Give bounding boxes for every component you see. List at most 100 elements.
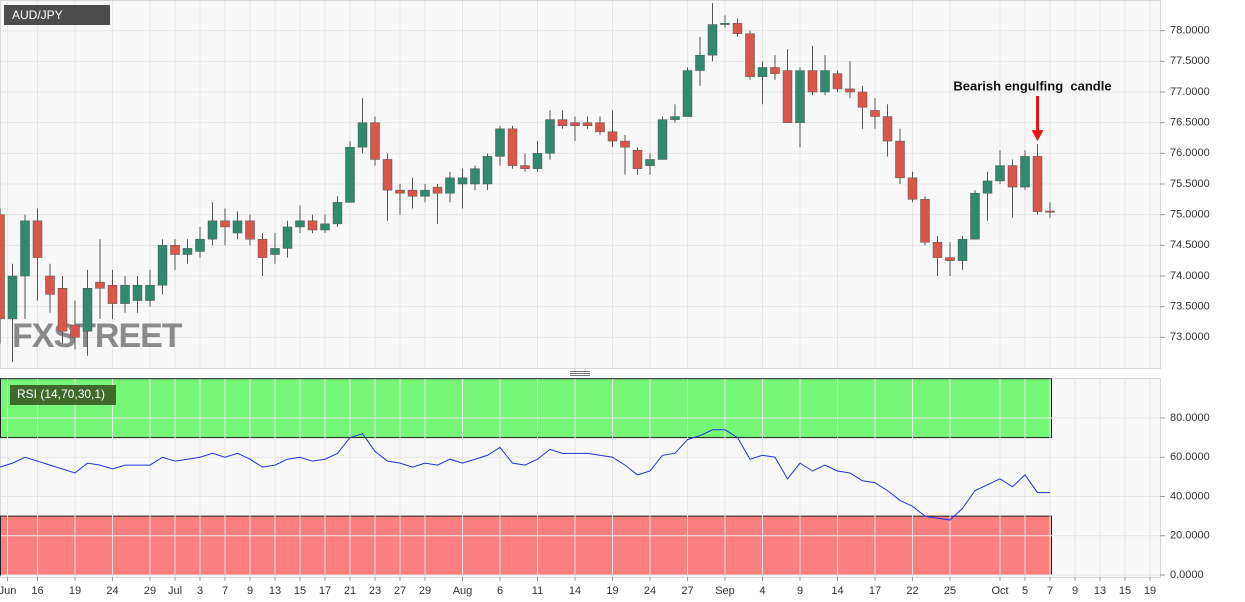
title-box bbox=[4, 5, 110, 25]
candle-body bbox=[882, 116, 893, 142]
x-tick-label: 23 bbox=[369, 585, 381, 597]
candle-body bbox=[445, 177, 455, 194]
candle-body bbox=[482, 156, 493, 185]
y-tick-label: 75.5000 bbox=[1170, 178, 1210, 190]
candle-body bbox=[1020, 156, 1030, 188]
candle-body bbox=[995, 165, 1005, 182]
y-tick-label: 80.0000 bbox=[1170, 412, 1210, 424]
x-tick-label: 11 bbox=[532, 585, 543, 597]
rsi-title: RSI (14,70,30,1) bbox=[17, 387, 105, 401]
candle-body bbox=[257, 238, 268, 258]
candle-body bbox=[145, 284, 155, 301]
candle-body bbox=[770, 67, 780, 74]
x-tick-label: 13 bbox=[1094, 585, 1106, 597]
candle-body bbox=[920, 199, 930, 243]
candle-body bbox=[220, 220, 230, 228]
candle-body bbox=[495, 128, 505, 157]
candle-body bbox=[732, 23, 743, 34]
candle-body bbox=[507, 128, 518, 166]
candle-body bbox=[520, 165, 530, 169]
x-tick-label: 5 bbox=[1022, 585, 1028, 597]
candle-body bbox=[570, 122, 580, 126]
chart-title: AUD/JPY bbox=[12, 8, 63, 22]
candle-body bbox=[545, 119, 555, 154]
candle-body bbox=[832, 73, 843, 90]
x-tick-label: 9 bbox=[797, 585, 803, 597]
candle-body bbox=[32, 220, 43, 258]
candle-body bbox=[245, 220, 255, 240]
x-tick-label: 14 bbox=[569, 585, 581, 597]
x-tick-label: 29 bbox=[419, 585, 431, 597]
candle-body bbox=[370, 122, 380, 160]
candle-body bbox=[632, 150, 643, 169]
y-tick-label: 74.5000 bbox=[1170, 239, 1210, 251]
panel-splitter[interactable] bbox=[570, 371, 590, 376]
candle-body bbox=[157, 245, 168, 286]
x-tick-label: 19 bbox=[69, 585, 81, 597]
x-tick-label: Oct bbox=[991, 585, 1008, 597]
candle-body bbox=[820, 70, 830, 93]
candle-body bbox=[582, 122, 593, 126]
candle-body bbox=[695, 54, 705, 71]
x-tick-label: 22 bbox=[906, 585, 918, 597]
candle-body bbox=[0, 214, 5, 320]
x-tick-label: 13 bbox=[269, 585, 281, 597]
candle-body bbox=[857, 91, 868, 108]
x-tick-label: 21 bbox=[344, 585, 356, 597]
candle-body bbox=[332, 202, 343, 225]
candle-body bbox=[595, 122, 605, 133]
candle-body bbox=[845, 88, 855, 93]
candle-body bbox=[95, 281, 105, 289]
candle-body bbox=[982, 180, 993, 194]
candle-body bbox=[270, 248, 280, 255]
candle-body bbox=[45, 275, 55, 295]
candle-body bbox=[120, 284, 130, 304]
rsi-zone bbox=[0, 378, 1052, 439]
candle-body bbox=[132, 284, 143, 301]
rsi-zone bbox=[0, 515, 1052, 576]
x-tick-label: 7 bbox=[1047, 585, 1053, 597]
x-tick-label: 24 bbox=[644, 585, 656, 597]
candle-body bbox=[107, 284, 118, 304]
candle-body bbox=[1045, 210, 1055, 213]
candle-body bbox=[707, 24, 718, 56]
x-tick-label: 25 bbox=[944, 585, 956, 597]
candle-body bbox=[795, 70, 805, 123]
candle-body bbox=[807, 70, 818, 93]
candle-body bbox=[1007, 165, 1018, 188]
x-tick-label: 29 bbox=[144, 585, 156, 597]
candle-body bbox=[345, 146, 355, 203]
x-tick-label: 17 bbox=[319, 585, 331, 597]
y-tick-label: 76.5000 bbox=[1170, 117, 1210, 129]
candle-body bbox=[895, 140, 905, 179]
x-tick-label: 19 bbox=[1144, 585, 1156, 597]
watermark: FXSTREET bbox=[12, 317, 183, 355]
candle-body bbox=[1032, 156, 1043, 212]
x-tick-label: 27 bbox=[394, 585, 406, 597]
candle-body bbox=[782, 70, 793, 123]
y-tick-label: 77.5000 bbox=[1170, 55, 1210, 67]
x-tick-label: 9 bbox=[247, 585, 253, 597]
x-tick-label: 7 bbox=[222, 585, 228, 597]
candle-body bbox=[682, 70, 693, 117]
candle-body bbox=[620, 140, 630, 148]
annotation-arrowhead bbox=[1031, 130, 1044, 142]
candle-body bbox=[382, 159, 393, 191]
y-tick-label: 20.0000 bbox=[1170, 530, 1210, 542]
candle-body bbox=[532, 153, 543, 169]
x-tick-label: Jun bbox=[0, 585, 16, 597]
x-tick-label: 14 bbox=[831, 585, 843, 597]
candle-body bbox=[407, 189, 418, 197]
candle-body bbox=[207, 220, 218, 240]
candle-body bbox=[932, 242, 943, 258]
y-tick-label: 78.0000 bbox=[1170, 25, 1210, 37]
candle-body bbox=[970, 192, 980, 240]
candle-body bbox=[470, 168, 480, 185]
x-tick-label: 15 bbox=[1119, 585, 1131, 597]
candle-body bbox=[945, 257, 955, 261]
candle-body bbox=[457, 177, 468, 185]
x-tick-label: 9 bbox=[1072, 585, 1078, 597]
x-tick-label: 24 bbox=[106, 585, 118, 597]
candle-body bbox=[745, 33, 755, 77]
rsi-line bbox=[0, 429, 1050, 521]
